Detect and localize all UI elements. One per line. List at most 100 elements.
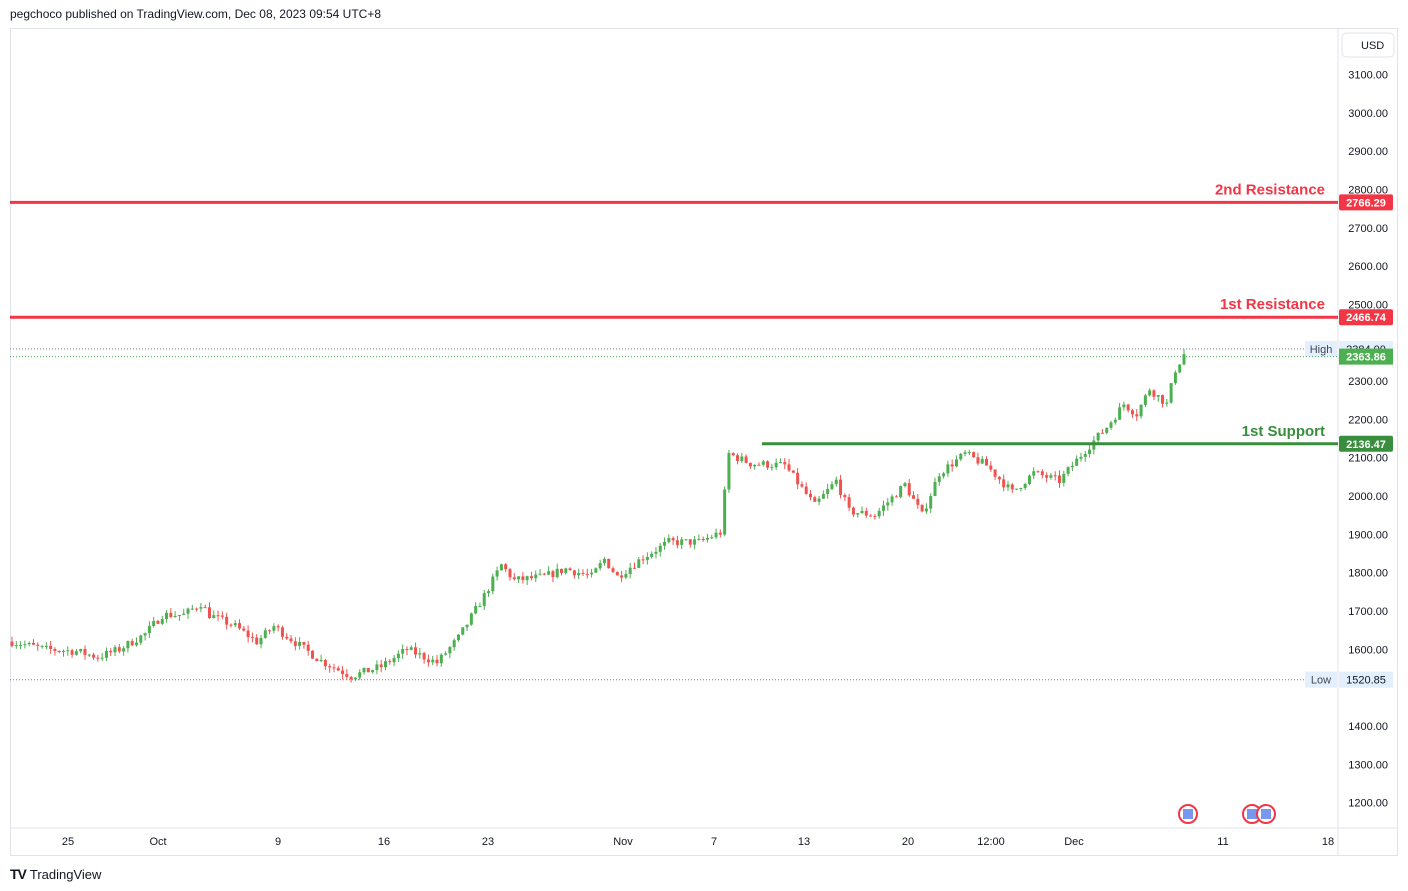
candle-body bbox=[156, 621, 160, 624]
candle-body bbox=[1019, 488, 1023, 490]
candle-body bbox=[877, 510, 881, 517]
candle-body bbox=[1083, 454, 1087, 457]
candle-body bbox=[319, 659, 323, 662]
candle-body bbox=[345, 674, 349, 677]
candle-body bbox=[512, 577, 516, 580]
candle-body bbox=[534, 574, 538, 579]
candle-body bbox=[53, 648, 57, 651]
candle-body bbox=[701, 538, 705, 540]
candle-body bbox=[641, 559, 645, 561]
candle-body bbox=[1130, 410, 1134, 415]
candle-body bbox=[405, 649, 409, 651]
candle-body bbox=[1122, 404, 1126, 408]
grid-lines bbox=[10, 28, 1398, 856]
candle-body bbox=[444, 653, 448, 655]
marker-tag-low bbox=[1305, 671, 1337, 688]
candle-body bbox=[83, 648, 87, 655]
candle-body bbox=[353, 677, 357, 680]
candle-body bbox=[418, 653, 422, 655]
candle-body bbox=[723, 489, 727, 535]
candle-body bbox=[1079, 456, 1083, 459]
candle-body bbox=[409, 647, 413, 650]
candle-body bbox=[190, 608, 194, 610]
candle-body bbox=[628, 567, 632, 575]
candle-body bbox=[1105, 427, 1109, 433]
candle-body bbox=[10, 641, 14, 646]
candle-body bbox=[675, 540, 679, 545]
y-tick-label: 2300.00 bbox=[1348, 376, 1388, 388]
candle-body bbox=[804, 486, 808, 494]
candle-body bbox=[1139, 404, 1143, 417]
candle-body bbox=[508, 569, 512, 578]
resistance-price-text: 2766.29 bbox=[1346, 197, 1386, 209]
candle-body bbox=[1040, 471, 1044, 476]
candle-body bbox=[341, 670, 345, 675]
candle-body bbox=[383, 661, 387, 668]
candle-body bbox=[375, 664, 379, 671]
candle-body bbox=[435, 659, 439, 664]
candle-body bbox=[547, 571, 551, 575]
candle-body bbox=[1006, 484, 1010, 488]
candle-body bbox=[1169, 383, 1173, 403]
candle-body bbox=[62, 651, 66, 653]
candle-body bbox=[671, 538, 675, 541]
resistance-price-tag bbox=[1339, 309, 1393, 326]
x-tick-label: 11 bbox=[1217, 836, 1228, 848]
candle-body bbox=[817, 498, 821, 502]
candle-body bbox=[1045, 475, 1049, 478]
candle-body bbox=[225, 616, 229, 625]
candle-body bbox=[1015, 488, 1019, 490]
candle-body bbox=[1096, 432, 1100, 441]
candle-body bbox=[169, 612, 173, 618]
brand-name: TradingView bbox=[29, 866, 102, 882]
candle-body bbox=[491, 576, 495, 592]
candle-body bbox=[856, 513, 860, 515]
candle-body bbox=[954, 459, 958, 467]
x-tick-label: 25 bbox=[62, 836, 74, 848]
candle-body bbox=[27, 642, 31, 645]
resistance-price-text: 2466.74 bbox=[1346, 312, 1387, 324]
candle-body bbox=[499, 564, 503, 571]
candle-body bbox=[1148, 390, 1152, 396]
candle-body bbox=[645, 556, 649, 561]
candle-body bbox=[1173, 372, 1177, 384]
candle-body bbox=[207, 607, 211, 619]
candle-body bbox=[753, 464, 757, 467]
candle-body bbox=[504, 564, 508, 570]
candle-body bbox=[36, 644, 40, 646]
tradingview-brand[interactable]: TV TradingView bbox=[10, 866, 101, 882]
candle-body bbox=[349, 676, 353, 680]
y-tick-label: 2600.00 bbox=[1348, 261, 1388, 273]
candle-body bbox=[401, 649, 405, 654]
candle-body bbox=[371, 670, 375, 673]
candle-body bbox=[203, 607, 207, 609]
candle-body bbox=[538, 573, 542, 575]
candle-body bbox=[263, 630, 267, 638]
resistance-price-tag bbox=[1339, 194, 1393, 211]
candle-body bbox=[109, 650, 113, 653]
candle-body bbox=[826, 488, 830, 495]
candle-body bbox=[1062, 473, 1066, 483]
candle-body bbox=[705, 537, 709, 540]
candle-body bbox=[439, 654, 443, 664]
y-tick-label: 2700.00 bbox=[1348, 223, 1388, 235]
x-tick-label: 7 bbox=[711, 836, 717, 848]
candle-body bbox=[542, 573, 546, 575]
candle-body bbox=[869, 515, 873, 517]
candle-body bbox=[590, 572, 594, 575]
candle-body bbox=[529, 576, 533, 579]
candle-body bbox=[298, 642, 302, 646]
currency-button[interactable] bbox=[1341, 32, 1395, 58]
candle-body bbox=[220, 615, 224, 617]
candle-body bbox=[366, 667, 370, 673]
candle-body bbox=[637, 559, 641, 568]
candle-body bbox=[611, 568, 615, 573]
candle-body bbox=[143, 633, 147, 636]
candle-body bbox=[152, 621, 156, 627]
y-tick-label: 2200.00 bbox=[1348, 414, 1388, 426]
candle-body bbox=[761, 461, 765, 465]
candle-body bbox=[658, 545, 662, 552]
candle-body bbox=[744, 456, 748, 463]
